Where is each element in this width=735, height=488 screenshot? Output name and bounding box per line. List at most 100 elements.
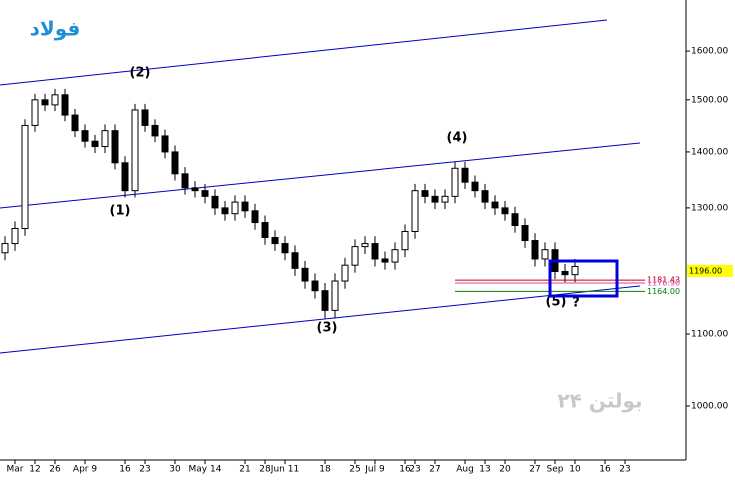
last-price-label: 1196.00 xyxy=(689,266,722,275)
candle-body xyxy=(391,249,399,263)
x-tick-label: 10 xyxy=(569,465,581,475)
candle-body xyxy=(231,201,239,215)
x-tick-label: 20 xyxy=(499,465,511,475)
x-tick-label: Jun 11 xyxy=(270,465,299,475)
candle-body xyxy=(461,167,469,183)
x-tick-label: 23 xyxy=(409,465,420,475)
candle-body xyxy=(181,173,189,189)
x-tick-label: Aug xyxy=(456,465,474,475)
x-tick-label: May 14 xyxy=(189,465,222,475)
candle-body xyxy=(561,270,569,276)
candle-body xyxy=(41,99,49,106)
candle-body xyxy=(351,246,359,266)
candle-body xyxy=(381,258,389,263)
candle-body xyxy=(81,130,89,142)
candle-body xyxy=(481,190,489,203)
candle-body xyxy=(331,280,339,311)
candle-body xyxy=(441,195,449,203)
plot: 1000.00 1100.00 1300.00 1400.00 1500.00 1600.… xyxy=(1,47,728,475)
candle-body xyxy=(211,195,219,209)
y-tick-label: 1600.00 xyxy=(691,47,728,57)
candle-body xyxy=(121,162,129,192)
x-tick-label: 16 xyxy=(119,465,131,475)
x-tick-label: 12 xyxy=(29,465,40,475)
x-tick-label: 18 xyxy=(319,465,331,475)
candle-body xyxy=(301,267,309,282)
x-tick-label: Sep xyxy=(547,465,564,475)
y-tick-label: 1300.00 xyxy=(691,203,728,213)
candle-body xyxy=(111,130,119,164)
candle-body xyxy=(101,130,109,148)
candle-body xyxy=(71,114,79,132)
x-tick-label: 16 xyxy=(399,465,411,475)
candle-body xyxy=(371,243,379,260)
wave-label: (5) xyxy=(546,295,567,310)
chart-title: فولاد xyxy=(30,17,81,41)
x-tick-label: 26 xyxy=(49,465,61,475)
wave-label: (2) xyxy=(130,66,151,81)
candle-body xyxy=(1,243,9,254)
candle-body xyxy=(401,230,409,251)
candle-body xyxy=(141,109,149,126)
level-label: 1164.00 xyxy=(647,287,680,296)
wave-label: (4) xyxy=(447,131,468,146)
candle-body xyxy=(171,151,179,175)
candle-body xyxy=(161,135,169,153)
x-tick-label: Mar xyxy=(7,465,24,475)
wave-label: (1) xyxy=(110,204,131,219)
candle-body xyxy=(501,207,509,215)
x-tick-label: 16 xyxy=(599,465,611,475)
candle-body xyxy=(541,249,549,260)
x-tick-label: Apr 9 xyxy=(73,465,97,475)
candle-body xyxy=(11,227,19,245)
candle-body xyxy=(201,190,209,197)
wave-label: ? xyxy=(572,296,580,311)
target-box xyxy=(548,259,619,298)
x-tick-label: 23 xyxy=(619,465,630,475)
watermark: بولتن ۲۴ xyxy=(557,389,642,413)
y-tick-label: 1400.00 xyxy=(691,147,728,157)
x-tick-label: 25 xyxy=(349,465,360,475)
candle-body xyxy=(291,252,299,269)
candle-body xyxy=(311,280,319,292)
x-tick-label: 27 xyxy=(429,465,440,475)
wave-label: (3) xyxy=(317,321,338,336)
level-label: 1181.43 xyxy=(647,276,680,285)
candle-body xyxy=(61,94,69,116)
candle-body xyxy=(361,243,369,248)
y-tick-label: 1500.00 xyxy=(691,95,728,105)
candle-body xyxy=(51,94,59,106)
candle-body xyxy=(341,264,349,282)
candle-body xyxy=(571,265,579,276)
candle-body xyxy=(511,213,519,227)
x-tick-label: 30 xyxy=(169,465,181,475)
candle-body xyxy=(411,190,419,232)
candle-body xyxy=(31,99,39,126)
y-tick-label: 1100.00 xyxy=(691,330,728,340)
candle-body xyxy=(321,290,329,311)
candle-body xyxy=(451,167,459,197)
candle-body xyxy=(431,195,439,203)
candle-body xyxy=(251,210,259,224)
candle-body xyxy=(21,124,29,229)
candle-body xyxy=(221,207,229,215)
candle-body xyxy=(191,187,199,192)
trend-line xyxy=(0,142,641,209)
candle-body xyxy=(531,240,539,260)
candle-body xyxy=(491,201,499,209)
y-tick-label: 1000.00 xyxy=(691,402,728,412)
candle-body xyxy=(281,243,289,254)
x-tick-label: 28 xyxy=(259,465,271,475)
candle-body xyxy=(421,190,429,197)
x-tick-label: 13 xyxy=(479,465,490,475)
trend-line xyxy=(0,19,608,86)
candle-body xyxy=(471,181,479,192)
candle-body xyxy=(261,222,269,239)
last-price-box xyxy=(687,264,733,277)
x-tick-label: 23 xyxy=(139,465,150,475)
candle-body xyxy=(131,109,139,192)
candle-body xyxy=(521,225,529,242)
x-tick-label: Jul 9 xyxy=(364,465,385,475)
x-tick-label: 21 xyxy=(239,465,250,475)
